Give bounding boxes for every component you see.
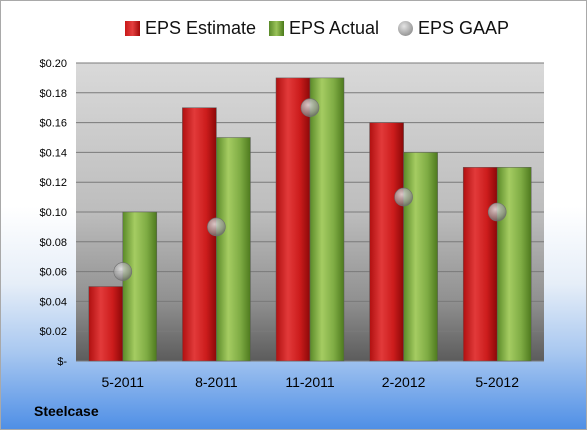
y-tick-label: $0.20 (39, 58, 67, 70)
eps-estimate-bar (275, 77, 311, 362)
y-tick-label: $0.08 (39, 237, 67, 249)
legend-item-eps-gaap: EPS GAAP (398, 18, 509, 39)
y-tick-label: $0.04 (39, 296, 67, 308)
eps-estimate-bar (369, 122, 404, 362)
eps-actual-bar (403, 152, 438, 362)
company-label: Steelcase (34, 403, 99, 419)
legend-label-eps-gaap: EPS GAAP (418, 18, 510, 38)
bars (88, 77, 532, 362)
legend: EPS Estimate EPS Actual EPS GAAP (1, 18, 586, 42)
y-tick-label: $0.16 (39, 118, 67, 130)
eps-gaap-marker (113, 262, 133, 281)
y-tick-label: $0.14 (39, 147, 67, 159)
eps-estimate-bar (88, 286, 124, 362)
x-tick-label: 2-2012 (382, 374, 426, 390)
x-tick-label: 5-2011 (102, 374, 145, 390)
y-tick-label: $0.06 (39, 267, 67, 279)
eps-gaap-marker (487, 202, 507, 222)
eps-actual-bar (216, 137, 251, 362)
eps-estimate-bar (462, 167, 498, 362)
legend-swatch-eps-actual (269, 21, 284, 36)
x-tick-label: 8-2011 (195, 374, 238, 390)
y-tick-label: $0.02 (39, 326, 67, 338)
x-axis-ticks: 5-2011 8-2011 11-2011 2-2012 5-2012 (102, 374, 520, 390)
legend-swatch-eps-gaap (398, 21, 413, 36)
y-tick-label: $- (57, 356, 67, 368)
y-axis-ticks: $- $0.02 $0.04 $0.06 $0.08 $0.10 $0.12 $0.14 $0.… (39, 58, 67, 368)
gaap-markers (113, 98, 507, 281)
y-tick-label: $0.12 (39, 177, 67, 189)
legend-label-eps-estimate: EPS Estimate (145, 18, 257, 38)
eps-gaap-marker (300, 98, 320, 117)
y-tick-label: $0.10 (39, 207, 67, 219)
legend-item-eps-estimate: EPS Estimate (125, 18, 256, 39)
eps-actual-bar (122, 211, 158, 362)
x-tick-label: 11-2011 (285, 374, 335, 390)
x-tick-label: 5-2012 (475, 374, 519, 390)
eps-gaap-marker (207, 217, 226, 237)
eps-actual-bar (496, 167, 532, 362)
legend-label-eps-actual: EPS Actual (289, 18, 380, 38)
legend-swatch-eps-estimate (125, 21, 140, 36)
eps-estimate-bar (182, 107, 217, 362)
eps-gaap-marker (394, 187, 413, 207)
legend-item-eps-actual: EPS Actual (269, 18, 379, 39)
eps-actual-bar (309, 77, 345, 362)
y-tick-label: $0.18 (39, 88, 67, 100)
